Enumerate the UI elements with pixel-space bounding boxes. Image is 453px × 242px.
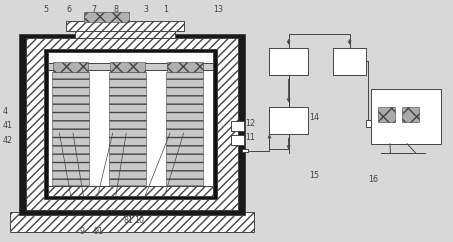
Text: 91: 91 — [93, 227, 103, 236]
Text: 6: 6 — [66, 5, 71, 14]
Bar — [109, 72, 146, 185]
Bar — [242, 149, 248, 152]
Bar — [366, 120, 371, 127]
Text: 3: 3 — [143, 5, 148, 14]
Bar — [75, 30, 174, 38]
Text: 22: 22 — [405, 135, 415, 144]
Text: 15: 15 — [309, 171, 319, 180]
Text: 7: 7 — [91, 5, 96, 14]
Bar — [110, 62, 145, 72]
Bar — [231, 121, 244, 131]
Text: 2: 2 — [420, 137, 425, 146]
Text: 8: 8 — [114, 5, 119, 14]
Bar — [378, 106, 395, 122]
Bar — [48, 63, 213, 70]
Bar — [19, 34, 245, 215]
Text: 16: 16 — [368, 175, 378, 184]
Bar — [231, 136, 244, 145]
Text: 10: 10 — [134, 216, 144, 225]
Bar — [52, 72, 89, 185]
Bar — [43, 49, 217, 199]
Text: 42: 42 — [3, 136, 13, 145]
Text: 11: 11 — [246, 133, 255, 142]
Bar — [25, 38, 238, 210]
Text: 81: 81 — [124, 216, 134, 225]
Bar — [48, 186, 213, 196]
Bar — [371, 89, 441, 144]
Bar — [53, 62, 88, 72]
Text: 5: 5 — [43, 5, 49, 14]
Bar — [270, 106, 308, 134]
Text: 41: 41 — [3, 121, 13, 130]
Text: 12: 12 — [246, 119, 255, 128]
Bar — [66, 21, 183, 31]
Text: 4: 4 — [3, 107, 8, 116]
Text: 23: 23 — [380, 132, 390, 141]
Bar — [167, 62, 202, 72]
Bar — [333, 48, 366, 75]
Bar — [402, 106, 419, 122]
Bar — [10, 212, 254, 232]
Bar — [166, 72, 203, 185]
Text: 9: 9 — [80, 227, 85, 236]
Bar — [270, 48, 308, 75]
Text: 14: 14 — [309, 113, 319, 122]
Text: 21: 21 — [393, 135, 403, 144]
Bar — [84, 12, 130, 22]
Bar — [48, 53, 213, 196]
Text: 1: 1 — [163, 5, 168, 14]
Text: 13: 13 — [213, 5, 223, 14]
